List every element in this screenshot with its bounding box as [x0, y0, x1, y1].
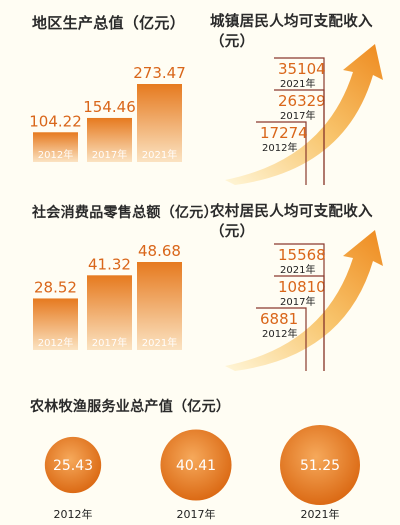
urban-year-label-2: 2021年: [280, 77, 315, 90]
rural-trend-arrow: [225, 230, 383, 371]
gdp-bar-2: [137, 84, 182, 162]
retail-year-label-1: 2017年: [92, 336, 127, 349]
agri-service-chart-title: 农林牧渔服务业总产值（亿元）: [30, 399, 231, 415]
gdp-year-label-2: 2021年: [142, 148, 177, 161]
agri-bubble-0: [44, 436, 102, 494]
urban-year-label-1: 2017年: [280, 109, 315, 122]
retail-value-label-0: 28.52: [34, 278, 77, 296]
urban-bracket-0: [256, 121, 307, 185]
agri-bubble-1: [160, 429, 232, 501]
agri-year-label-1: 2017年: [177, 507, 216, 521]
rural-income-chart-title: 农村居民人均可支配收入（元）: [210, 204, 373, 240]
retail-value-label-2: 48.68: [138, 242, 181, 260]
urban-trend-arrow: [225, 44, 383, 185]
retail-bar-0: [33, 298, 78, 350]
gdp-value-label-0: 104.22: [29, 112, 82, 130]
gdp-year-label-0: 2012年: [38, 148, 73, 161]
rural-value-label-1: 10810: [278, 278, 326, 296]
urban-value-label-2: 35104: [278, 60, 326, 78]
retail-chart-title: 社会消费品零售总额（亿元）: [32, 205, 218, 221]
rural-value-label-0: 6881: [260, 310, 298, 328]
rural-year-label-2: 2021年: [280, 263, 315, 276]
retail-value-label-1: 41.32: [88, 255, 131, 273]
agri-year-label-0: 2012年: [54, 507, 93, 521]
agri-year-label-2: 2021年: [301, 507, 340, 521]
gdp-year-label-1: 2017年: [92, 148, 127, 161]
agri-value-label-0: 25.43: [53, 458, 93, 474]
urban-income-chart-title: 城镇居民人均可支配收入（元）: [210, 14, 373, 50]
agri-bubble-2: [280, 425, 360, 505]
urban-bracket-2: [274, 57, 325, 185]
rural-year-label-1: 2017年: [280, 295, 315, 308]
retail-bar-1: [87, 275, 132, 350]
retail-bar-2: [137, 262, 182, 350]
retail-year-label-2: 2021年: [142, 336, 177, 349]
urban-value-label-1: 26329: [278, 92, 326, 110]
rural-year-label-0: 2012年: [262, 327, 297, 340]
retail-year-label-0: 2012年: [38, 336, 73, 349]
gdp-value-label-2: 273.47: [133, 64, 186, 82]
gdp-value-label-1: 154.46: [83, 98, 136, 116]
rural-value-label-2: 15568: [278, 246, 326, 264]
urban-year-label-0: 2012年: [262, 141, 297, 154]
gdp-bar-1: [87, 117, 132, 162]
rural-bracket-2: [274, 243, 325, 371]
gdp-chart-title: 地区生产总值（亿元）: [32, 14, 186, 32]
gdp-bar-0: [33, 132, 78, 162]
agri-value-label-2: 51.25: [300, 458, 340, 474]
urban-value-label-0: 17274: [260, 124, 308, 142]
rural-bracket-0: [256, 307, 307, 371]
agri-value-label-1: 40.41: [176, 458, 216, 474]
